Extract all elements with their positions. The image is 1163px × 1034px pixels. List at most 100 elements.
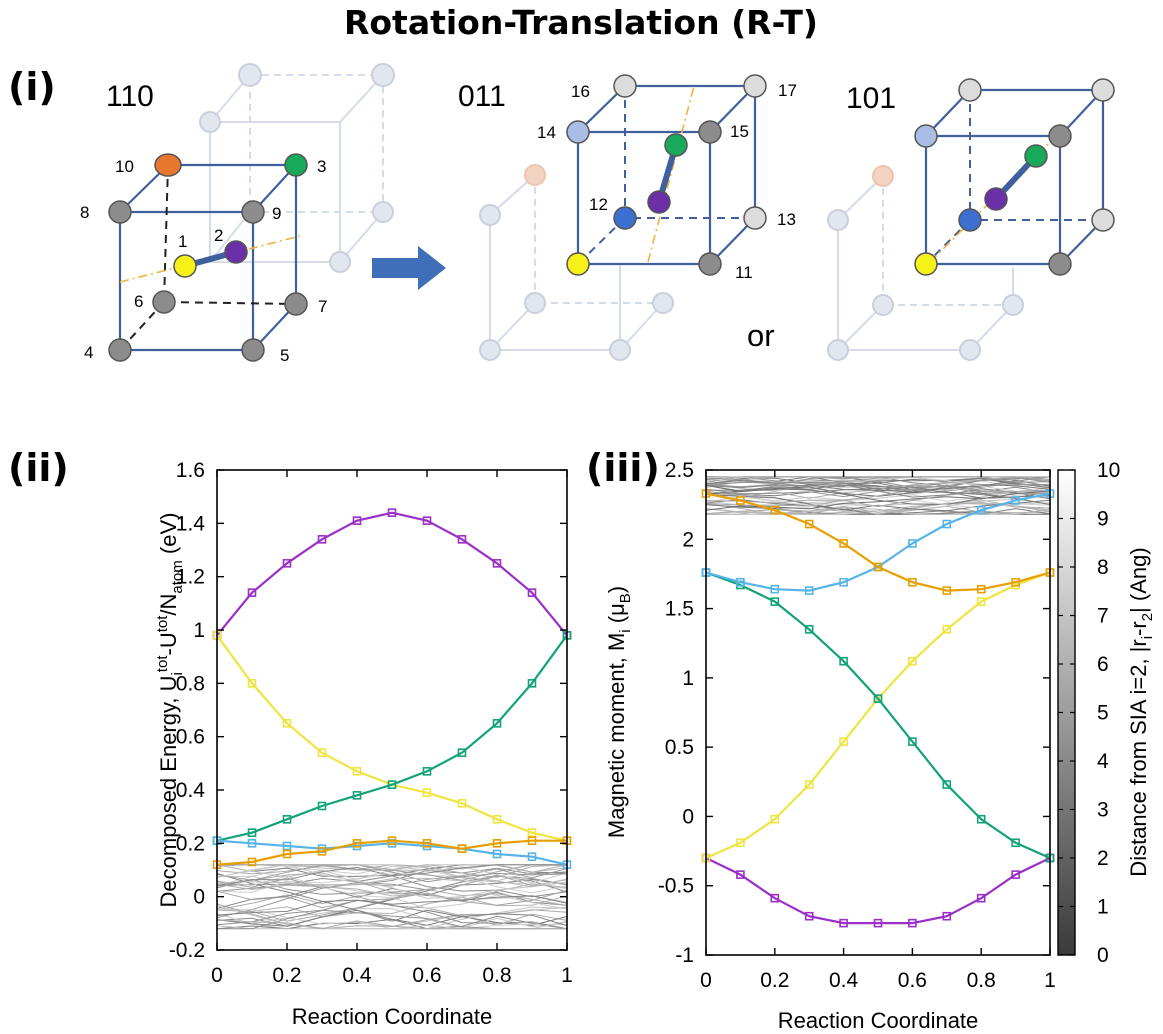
atom-number: 16 xyxy=(571,82,590,101)
y-tick-label: -0.2 xyxy=(169,939,205,962)
data-point xyxy=(282,815,292,824)
data-point xyxy=(457,799,467,808)
data-point xyxy=(804,911,814,921)
background-line xyxy=(216,877,568,888)
y-tick-label: 0.6 xyxy=(176,726,205,749)
y-tick-label: 0.2 xyxy=(176,832,205,855)
background-line xyxy=(216,878,568,909)
y-label-sub: atom xyxy=(169,560,186,593)
data-point xyxy=(247,828,257,837)
ghost-atoms xyxy=(479,164,674,361)
colorbar-tick-label: 1 xyxy=(1097,896,1109,919)
cb-label-part: Distance from SIA i=2, |r xyxy=(1126,639,1151,876)
data-point xyxy=(839,539,848,548)
axis-ticks: 0 0.2 0.4 0.6 0.8 1 -1 -0.5 0 0.5 1 1.5 2 2.5 xyxy=(658,459,1056,992)
data-point xyxy=(770,584,780,594)
series-line xyxy=(705,857,1051,925)
data-point xyxy=(873,562,883,572)
background-line xyxy=(705,479,1051,494)
data-point xyxy=(976,814,986,824)
axis-line xyxy=(647,85,695,263)
x-tick-label: 0 xyxy=(700,969,712,992)
ghost-atoms xyxy=(199,63,395,273)
series-line xyxy=(216,839,568,866)
background-line xyxy=(216,908,568,929)
data-point xyxy=(908,737,917,746)
colorbar-tick-label: 6 xyxy=(1097,653,1109,676)
data-point xyxy=(736,838,745,848)
data-point xyxy=(422,516,432,525)
series-line xyxy=(216,634,568,842)
atom-number: 11 xyxy=(735,263,753,282)
data-point xyxy=(282,841,292,851)
background-atom-lines xyxy=(216,864,568,930)
data-point xyxy=(247,857,257,867)
data-point xyxy=(942,586,952,595)
data-point xyxy=(804,780,814,789)
data-point xyxy=(422,788,432,797)
data-point xyxy=(942,911,952,921)
x-axis-label: Reaction Coordinate xyxy=(292,1004,493,1029)
y-label-sub: i xyxy=(617,629,634,632)
y-tick-label: -1 xyxy=(675,944,694,967)
background-line xyxy=(216,919,567,930)
data-point xyxy=(908,918,917,928)
data-point xyxy=(976,597,986,606)
background-line xyxy=(705,507,1051,515)
x-tick-label: 0.2 xyxy=(272,964,301,987)
cube-011: 011 xyxy=(458,74,797,361)
background-line xyxy=(216,895,568,916)
y-label-part: (μ xyxy=(604,603,629,629)
x-tick-label: 1 xyxy=(561,964,573,987)
data-point xyxy=(317,535,327,544)
data-point xyxy=(804,519,814,529)
atom-number: 2 xyxy=(214,226,223,245)
x-tick-label: 0.6 xyxy=(898,969,927,992)
background-line xyxy=(705,476,1051,488)
data-point xyxy=(736,870,745,879)
plot-frame xyxy=(216,469,568,951)
x-tick-label: 0.8 xyxy=(967,969,996,992)
colorbar-tick-label: 7 xyxy=(1097,605,1109,628)
data-point xyxy=(770,893,780,903)
data-point xyxy=(317,847,327,856)
background-line xyxy=(216,864,567,887)
data-point xyxy=(804,586,814,595)
data-point xyxy=(492,719,502,728)
x-tick-label: 0.2 xyxy=(760,969,789,992)
x-tick-label: 0.6 xyxy=(412,964,441,987)
series-line xyxy=(216,634,568,842)
x-tick-label: 0.8 xyxy=(482,964,511,987)
y-label-sub: i xyxy=(169,672,186,675)
y-tick-label: 1.6 xyxy=(176,459,205,482)
axis-ticks: 0 0.2 0.4 0.6 0.8 1 -0.2 0 0.2 0.4 0.6 0.8 1 1.2 1.4 1.… xyxy=(169,459,573,987)
background-line xyxy=(705,484,1051,506)
cb-label-part: -r xyxy=(1126,621,1151,636)
colorbar-tick-label: 9 xyxy=(1097,508,1109,531)
atom-number: 6 xyxy=(134,292,143,311)
data-point xyxy=(942,519,952,529)
data-point xyxy=(492,849,502,859)
colorbar-tick-label: 8 xyxy=(1097,556,1109,579)
atom-number: 8 xyxy=(80,203,89,222)
data-point xyxy=(282,719,292,728)
atoms xyxy=(566,74,767,276)
cb-label-sub: i xyxy=(1139,636,1156,639)
background-line xyxy=(705,489,1051,508)
y-axis-label: Magnetic moment, Mi (μB) xyxy=(604,586,634,838)
data-point xyxy=(247,839,257,848)
data-point xyxy=(1011,838,1020,848)
atoms xyxy=(914,78,1115,276)
atom-numbers: 16 17 14 15 12 13 11 xyxy=(537,81,797,282)
atom-number: 10 xyxy=(115,157,134,176)
y-label-sub: B xyxy=(617,593,634,603)
atom-number: 1 xyxy=(178,232,187,251)
data-point xyxy=(457,535,467,544)
atom-number: 7 xyxy=(318,297,327,316)
series-group xyxy=(701,489,1055,928)
data-point xyxy=(770,814,780,824)
x-tick-label: 1 xyxy=(1044,969,1056,992)
data-point xyxy=(736,577,745,587)
atom-number: 4 xyxy=(84,343,93,362)
